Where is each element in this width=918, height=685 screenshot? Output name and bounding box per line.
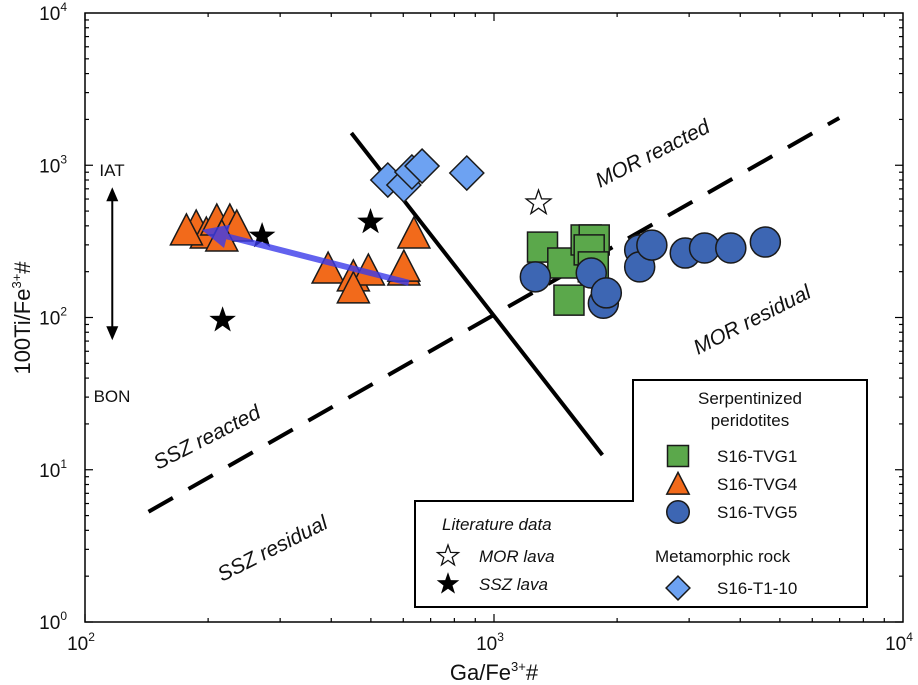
bon-label: BON (94, 387, 131, 406)
s16-tvg5-point (590, 277, 623, 309)
legend: Serpentinized peridotites S16-TVG1 S16-T… (414, 379, 868, 608)
legend-marker-tvg5 (666, 500, 690, 524)
y-tick-label: 100 (39, 609, 67, 634)
iat-bon-arrow: IAT BON (94, 161, 131, 406)
legend-label-tvg5: S16-TVG5 (717, 503, 797, 522)
legend-label-ssz-lava: SSZ lava (479, 575, 548, 594)
s16-t1-10-point (448, 154, 485, 192)
y-tick-label: 101 (39, 457, 67, 482)
s16-tvg4-point (336, 270, 371, 304)
arrow-up-icon (106, 187, 119, 202)
ssz-lava-point (357, 208, 384, 234)
trend-arrow-shaft (226, 233, 410, 286)
legend-marker-ssz-lava (436, 572, 460, 594)
ssz-lava-point (248, 222, 276, 248)
arrow-head-icon (201, 224, 230, 248)
s16-tvg5-point (715, 232, 747, 264)
legend-marker-t1-10 (665, 575, 691, 601)
legend-box (414, 379, 868, 608)
mor-lava-point (524, 188, 553, 216)
arrow-down-icon (106, 326, 119, 341)
s16-tvg4-point (310, 250, 346, 284)
y-tick-label: 104 (39, 0, 67, 25)
s16-tvg4-point (396, 215, 432, 249)
axis-ticks (84, 13, 903, 623)
s16-tvg4-point (169, 212, 204, 246)
dashed-boundary-line (147, 116, 841, 514)
region-label-ssz-residual: SSZ residual (214, 511, 333, 587)
legend-group-literature: Literature data (442, 515, 552, 534)
trend-arrow (201, 224, 410, 286)
legend-marker-tvg4 (665, 470, 691, 495)
legend-marker-tvg1 (666, 444, 690, 468)
legend-label-tvg1: S16-TVG1 (717, 447, 797, 466)
x-tick-label: 103 (476, 630, 504, 655)
legend-markers (435, 444, 691, 601)
x-axis-label: Ga/Fe3+# (450, 659, 539, 685)
iat-label: IAT (99, 161, 124, 180)
data-points (169, 147, 782, 332)
region-label-mor-residual: MOR residual (690, 280, 816, 359)
legend-label-t1-10: S16-T1-10 (717, 579, 797, 598)
s16-t1-10-point (404, 147, 441, 185)
legend-group-serpentinized-line2: peridotites (711, 411, 789, 430)
tick-labels: 102 103 104 100 101 102 103 104 (39, 0, 913, 655)
s16-tvg1-point (553, 284, 585, 316)
s16-tvg5-point (636, 229, 668, 261)
x-tick-label: 102 (67, 630, 95, 655)
y-tick-label: 102 (39, 305, 67, 330)
region-label-mor-reacted: MOR reacted (592, 115, 715, 193)
region-label-ssz-reacted: SSZ reacted (150, 400, 266, 474)
legend-marker-mor-lava (435, 543, 461, 567)
legend-group-serpentinized-line1: Serpentinized (698, 389, 802, 408)
x-tick-label: 104 (885, 630, 913, 655)
legend-group-metamorphic: Metamorphic rock (655, 547, 791, 566)
s16-tvg5-point (519, 261, 552, 293)
y-axis-label: 100Ti/Fe3+# (9, 261, 35, 375)
s16-tvg5-point (749, 226, 782, 258)
legend-label-mor-lava: MOR lava (479, 547, 555, 566)
legend-label-tvg4: S16-TVG4 (717, 475, 797, 494)
y-tick-label: 103 (39, 152, 67, 177)
ssz-lava-point (209, 306, 236, 332)
